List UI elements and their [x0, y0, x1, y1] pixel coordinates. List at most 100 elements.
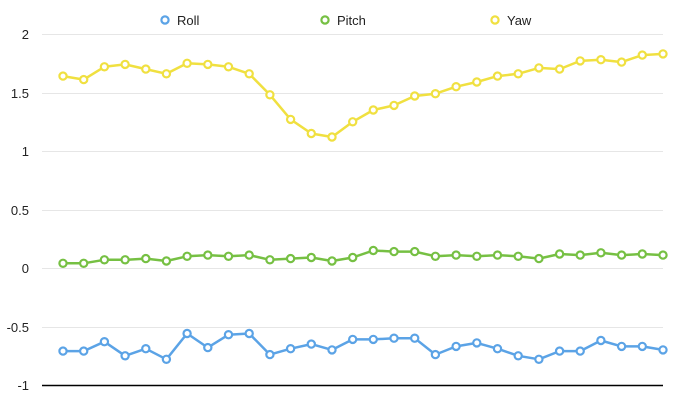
- data-point-yaw[interactable]: [244, 69, 254, 79]
- data-point-roll[interactable]: [658, 345, 668, 355]
- data-point-pitch[interactable]: [223, 251, 234, 261]
- data-point-roll[interactable]: [596, 335, 606, 346]
- data-point-yaw[interactable]: [534, 63, 544, 73]
- data-point-pitch[interactable]: [554, 249, 565, 259]
- data-point-roll[interactable]: [534, 354, 544, 364]
- data-point-pitch[interactable]: [616, 250, 627, 260]
- data-point-roll[interactable]: [265, 349, 275, 360]
- series-line-roll: [61, 332, 665, 361]
- data-point-pitch[interactable]: [203, 250, 213, 260]
- data-point-roll[interactable]: [306, 339, 316, 349]
- data-point-pitch[interactable]: [492, 250, 503, 260]
- data-point-roll[interactable]: [58, 346, 68, 356]
- data-point-yaw[interactable]: [285, 114, 296, 125]
- data-point-roll[interactable]: [161, 354, 172, 364]
- data-point-roll[interactable]: [513, 351, 523, 361]
- data-point-roll[interactable]: [472, 338, 482, 348]
- data-point-pitch[interactable]: [410, 246, 420, 257]
- data-point-yaw[interactable]: [348, 117, 358, 127]
- data-point-pitch[interactable]: [58, 258, 68, 268]
- data-point-roll[interactable]: [244, 328, 254, 339]
- legend-item-yaw[interactable]: Yaw: [490, 13, 532, 28]
- data-point-yaw[interactable]: [389, 100, 399, 111]
- data-point-yaw[interactable]: [306, 128, 316, 139]
- data-point-pitch[interactable]: [451, 250, 461, 260]
- y-tick-label: -0.5: [7, 320, 29, 335]
- data-point-yaw[interactable]: [120, 59, 130, 70]
- data-point-yaw[interactable]: [99, 62, 110, 72]
- data-point-yaw[interactable]: [265, 90, 275, 100]
- data-point-yaw[interactable]: [161, 69, 172, 79]
- data-point-roll[interactable]: [616, 341, 627, 352]
- data-point-roll[interactable]: [285, 344, 296, 354]
- data-point-yaw[interactable]: [637, 50, 648, 60]
- data-point-pitch[interactable]: [161, 256, 172, 266]
- data-point-pitch[interactable]: [658, 250, 668, 260]
- data-point-pitch[interactable]: [265, 255, 275, 265]
- data-point-pitch[interactable]: [534, 253, 544, 264]
- data-point-roll[interactable]: [451, 341, 461, 352]
- data-point-pitch[interactable]: [306, 252, 316, 263]
- data-point-roll[interactable]: [492, 344, 503, 354]
- data-point-pitch[interactable]: [182, 251, 192, 261]
- data-point-roll[interactable]: [368, 334, 378, 345]
- data-point-yaw[interactable]: [327, 132, 337, 142]
- data-point-pitch[interactable]: [368, 245, 378, 256]
- data-point-yaw[interactable]: [203, 59, 213, 70]
- data-point-yaw[interactable]: [492, 71, 503, 81]
- data-point-roll[interactable]: [78, 346, 89, 356]
- data-point-pitch[interactable]: [244, 250, 254, 260]
- data-point-roll[interactable]: [554, 346, 565, 356]
- data-point-yaw[interactable]: [430, 88, 441, 99]
- data-point-roll[interactable]: [182, 328, 192, 339]
- legend-item-roll[interactable]: Roll: [160, 13, 200, 28]
- data-point-yaw[interactable]: [368, 105, 378, 115]
- data-point-roll[interactable]: [430, 349, 441, 360]
- data-point-pitch[interactable]: [389, 246, 399, 257]
- data-point-roll[interactable]: [99, 337, 110, 347]
- data-point-roll[interactable]: [141, 344, 151, 354]
- data-point-roll[interactable]: [327, 345, 337, 355]
- legend-label: Roll: [177, 13, 200, 28]
- data-point-yaw[interactable]: [554, 64, 565, 74]
- data-point-yaw[interactable]: [141, 64, 151, 74]
- data-point-yaw[interactable]: [472, 77, 482, 87]
- series-line-yaw: [61, 52, 665, 139]
- data-point-pitch[interactable]: [327, 256, 337, 266]
- legend-label: Yaw: [507, 13, 532, 28]
- data-point-yaw[interactable]: [658, 49, 668, 59]
- data-point-pitch[interactable]: [575, 250, 585, 260]
- data-point-roll[interactable]: [203, 342, 213, 353]
- data-point-yaw[interactable]: [616, 57, 627, 67]
- data-point-yaw[interactable]: [78, 74, 89, 85]
- data-point-yaw[interactable]: [596, 55, 606, 65]
- data-point-pitch[interactable]: [430, 251, 441, 261]
- data-point-yaw[interactable]: [58, 71, 68, 81]
- series-roll: [58, 328, 668, 364]
- data-point-pitch[interactable]: [637, 249, 648, 259]
- data-point-pitch[interactable]: [285, 253, 296, 264]
- data-point-roll[interactable]: [389, 333, 399, 343]
- data-point-roll[interactable]: [575, 346, 585, 356]
- data-point-yaw[interactable]: [182, 58, 192, 69]
- data-point-roll[interactable]: [348, 334, 358, 345]
- legend-item-pitch[interactable]: Pitch: [320, 13, 366, 28]
- data-point-pitch[interactable]: [120, 255, 130, 265]
- data-point-pitch[interactable]: [348, 252, 358, 263]
- data-point-roll[interactable]: [637, 341, 648, 352]
- data-point-roll[interactable]: [120, 351, 130, 361]
- data-point-pitch[interactable]: [141, 253, 151, 264]
- legend-label: Pitch: [337, 13, 366, 28]
- data-point-pitch[interactable]: [472, 251, 482, 261]
- data-point-yaw[interactable]: [451, 81, 461, 92]
- data-point-roll[interactable]: [223, 330, 234, 340]
- data-point-pitch[interactable]: [596, 248, 606, 258]
- data-point-pitch[interactable]: [513, 251, 523, 261]
- data-point-roll[interactable]: [410, 333, 420, 343]
- data-point-yaw[interactable]: [410, 91, 420, 101]
- data-point-yaw[interactable]: [513, 69, 523, 79]
- data-point-yaw[interactable]: [223, 62, 234, 72]
- data-point-yaw[interactable]: [575, 56, 585, 66]
- data-point-pitch[interactable]: [78, 258, 89, 268]
- data-point-pitch[interactable]: [99, 255, 110, 265]
